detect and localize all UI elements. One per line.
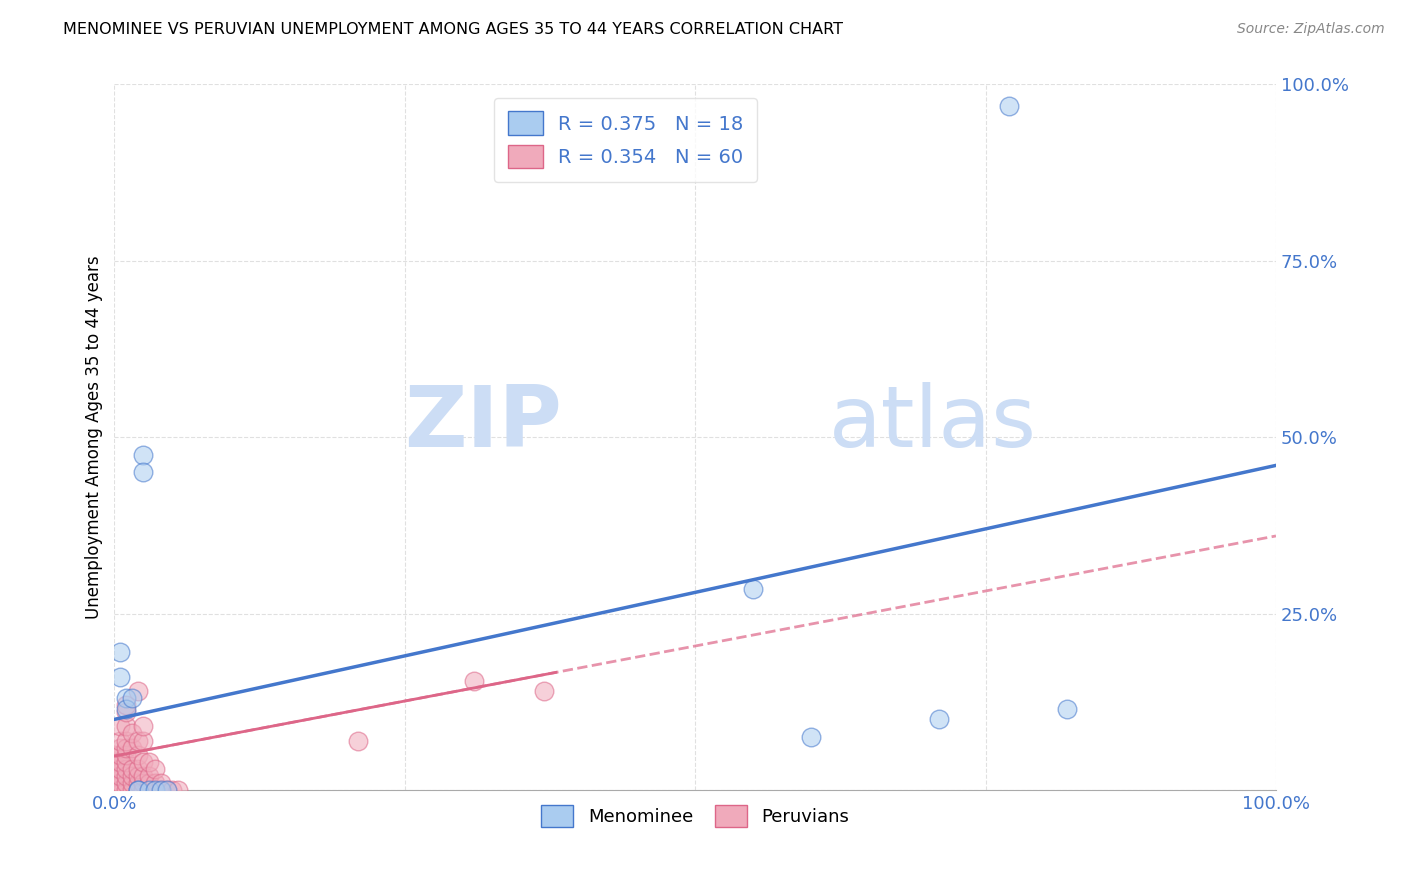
Y-axis label: Unemployment Among Ages 35 to 44 years: Unemployment Among Ages 35 to 44 years: [86, 255, 103, 619]
Point: [143, 762, 166, 776]
Point: [115, 698, 138, 713]
Point: [110, 776, 132, 790]
Point: [149, 776, 172, 790]
Point: [143, 776, 166, 790]
Point: [127, 762, 149, 776]
Point: [110, 747, 132, 762]
Point: [138, 783, 160, 797]
Point: [132, 776, 155, 790]
Point: [162, 783, 184, 797]
Point: [138, 776, 160, 790]
Point: [997, 98, 1019, 112]
Point: [138, 769, 160, 783]
Point: [110, 645, 132, 659]
Point: [115, 747, 138, 762]
Point: [110, 769, 132, 783]
Point: [110, 762, 132, 776]
Point: [149, 783, 172, 797]
Point: [115, 733, 138, 747]
Point: [156, 783, 179, 797]
Point: [143, 783, 166, 797]
Point: [121, 762, 143, 776]
Point: [463, 673, 485, 688]
Point: [115, 769, 138, 783]
Point: [110, 783, 132, 797]
Point: [132, 733, 155, 747]
Point: [800, 730, 823, 744]
Point: [110, 733, 132, 747]
Text: ZIP: ZIP: [404, 382, 561, 465]
Point: [121, 691, 143, 706]
Point: [127, 747, 149, 762]
Point: [110, 755, 132, 769]
Point: [115, 762, 138, 776]
Text: atlas: atlas: [828, 382, 1036, 465]
Point: [132, 719, 155, 733]
Point: [103, 769, 125, 783]
Point: [127, 783, 149, 797]
Point: [121, 776, 143, 790]
Point: [110, 719, 132, 733]
Point: [149, 783, 172, 797]
Text: MENOMINEE VS PERUVIAN UNEMPLOYMENT AMONG AGES 35 TO 44 YEARS CORRELATION CHART: MENOMINEE VS PERUVIAN UNEMPLOYMENT AMONG…: [63, 22, 844, 37]
Point: [167, 783, 190, 797]
Point: [115, 719, 138, 733]
Point: [127, 769, 149, 783]
Point: [132, 755, 155, 769]
Point: [115, 706, 138, 720]
Point: [110, 740, 132, 755]
Point: [110, 670, 132, 684]
Point: [103, 762, 125, 776]
Text: Source: ZipAtlas.com: Source: ZipAtlas.com: [1237, 22, 1385, 37]
Point: [103, 776, 125, 790]
Point: [143, 783, 166, 797]
Point: [742, 582, 765, 596]
Point: [1056, 702, 1078, 716]
Point: [127, 776, 149, 790]
Point: [138, 783, 160, 797]
Point: [533, 684, 555, 698]
Point: [127, 783, 149, 797]
Point: [103, 747, 125, 762]
Point: [103, 755, 125, 769]
Point: [132, 769, 155, 783]
Point: [127, 684, 149, 698]
Point: [115, 740, 138, 755]
Point: [121, 769, 143, 783]
Point: [115, 783, 138, 797]
Point: [156, 783, 179, 797]
Point: [132, 448, 155, 462]
Point: [115, 691, 138, 706]
Legend: Menominee, Peruvians: Menominee, Peruvians: [534, 797, 856, 834]
Point: [121, 726, 143, 740]
Point: [127, 783, 149, 797]
Point: [121, 783, 143, 797]
Point: [121, 740, 143, 755]
Point: [132, 466, 155, 480]
Point: [115, 776, 138, 790]
Point: [347, 733, 370, 747]
Point: [132, 783, 155, 797]
Point: [138, 755, 160, 769]
Point: [103, 783, 125, 797]
Point: [115, 702, 138, 716]
Point: [928, 712, 950, 726]
Point: [127, 733, 149, 747]
Point: [115, 755, 138, 769]
